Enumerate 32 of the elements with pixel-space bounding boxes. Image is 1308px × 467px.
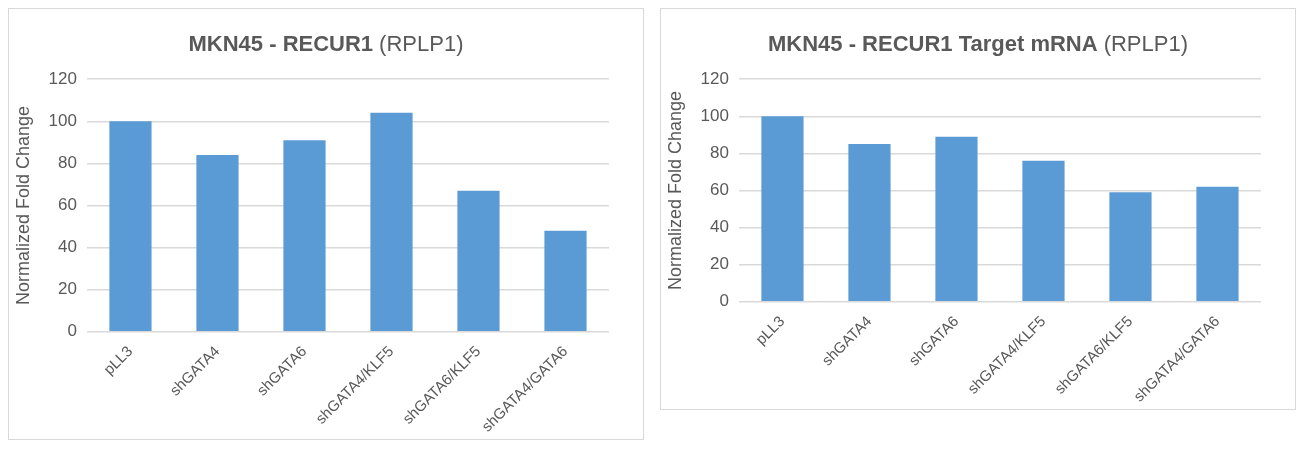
chart-title: MKN45 - RECUR1 Target mRNA xyxy=(768,30,1098,58)
bar xyxy=(1196,186,1239,301)
bar xyxy=(109,121,152,331)
y-tick-label: 40 xyxy=(710,217,729,237)
bar xyxy=(1022,160,1065,301)
chart-title: MKN45 - RECUR1 xyxy=(188,30,374,58)
bar xyxy=(283,140,326,331)
y-tick-label: 60 xyxy=(710,180,729,200)
y-tick-label: 20 xyxy=(58,279,77,299)
bar xyxy=(457,190,500,331)
y-tick-label: 80 xyxy=(710,143,729,163)
bar xyxy=(935,136,978,301)
y-axis-title: Normalized Fold Change xyxy=(12,105,33,306)
y-tick-label: 0 xyxy=(67,321,77,341)
bar xyxy=(370,112,413,331)
y-tick-label: 40 xyxy=(58,237,77,257)
y-tick-label: 120 xyxy=(48,68,77,88)
bar xyxy=(196,154,239,331)
bar xyxy=(1109,192,1152,301)
y-tick-label: 100 xyxy=(700,105,729,125)
chart-subtitle: (RPLP1) xyxy=(379,30,464,58)
y-tick-label: 120 xyxy=(700,68,729,88)
bar xyxy=(848,144,891,301)
y-tick-label: 80 xyxy=(58,153,77,173)
y-tick-label: 20 xyxy=(710,254,729,274)
bar xyxy=(544,230,587,331)
y-axis-title: Normalized Fold Change xyxy=(664,90,685,291)
y-tick-label: 0 xyxy=(719,291,729,311)
bar xyxy=(761,116,804,301)
y-tick-label: 60 xyxy=(58,195,77,215)
chart-subtitle: (RPLP1) xyxy=(1103,30,1188,58)
y-tick-label: 100 xyxy=(48,110,77,130)
